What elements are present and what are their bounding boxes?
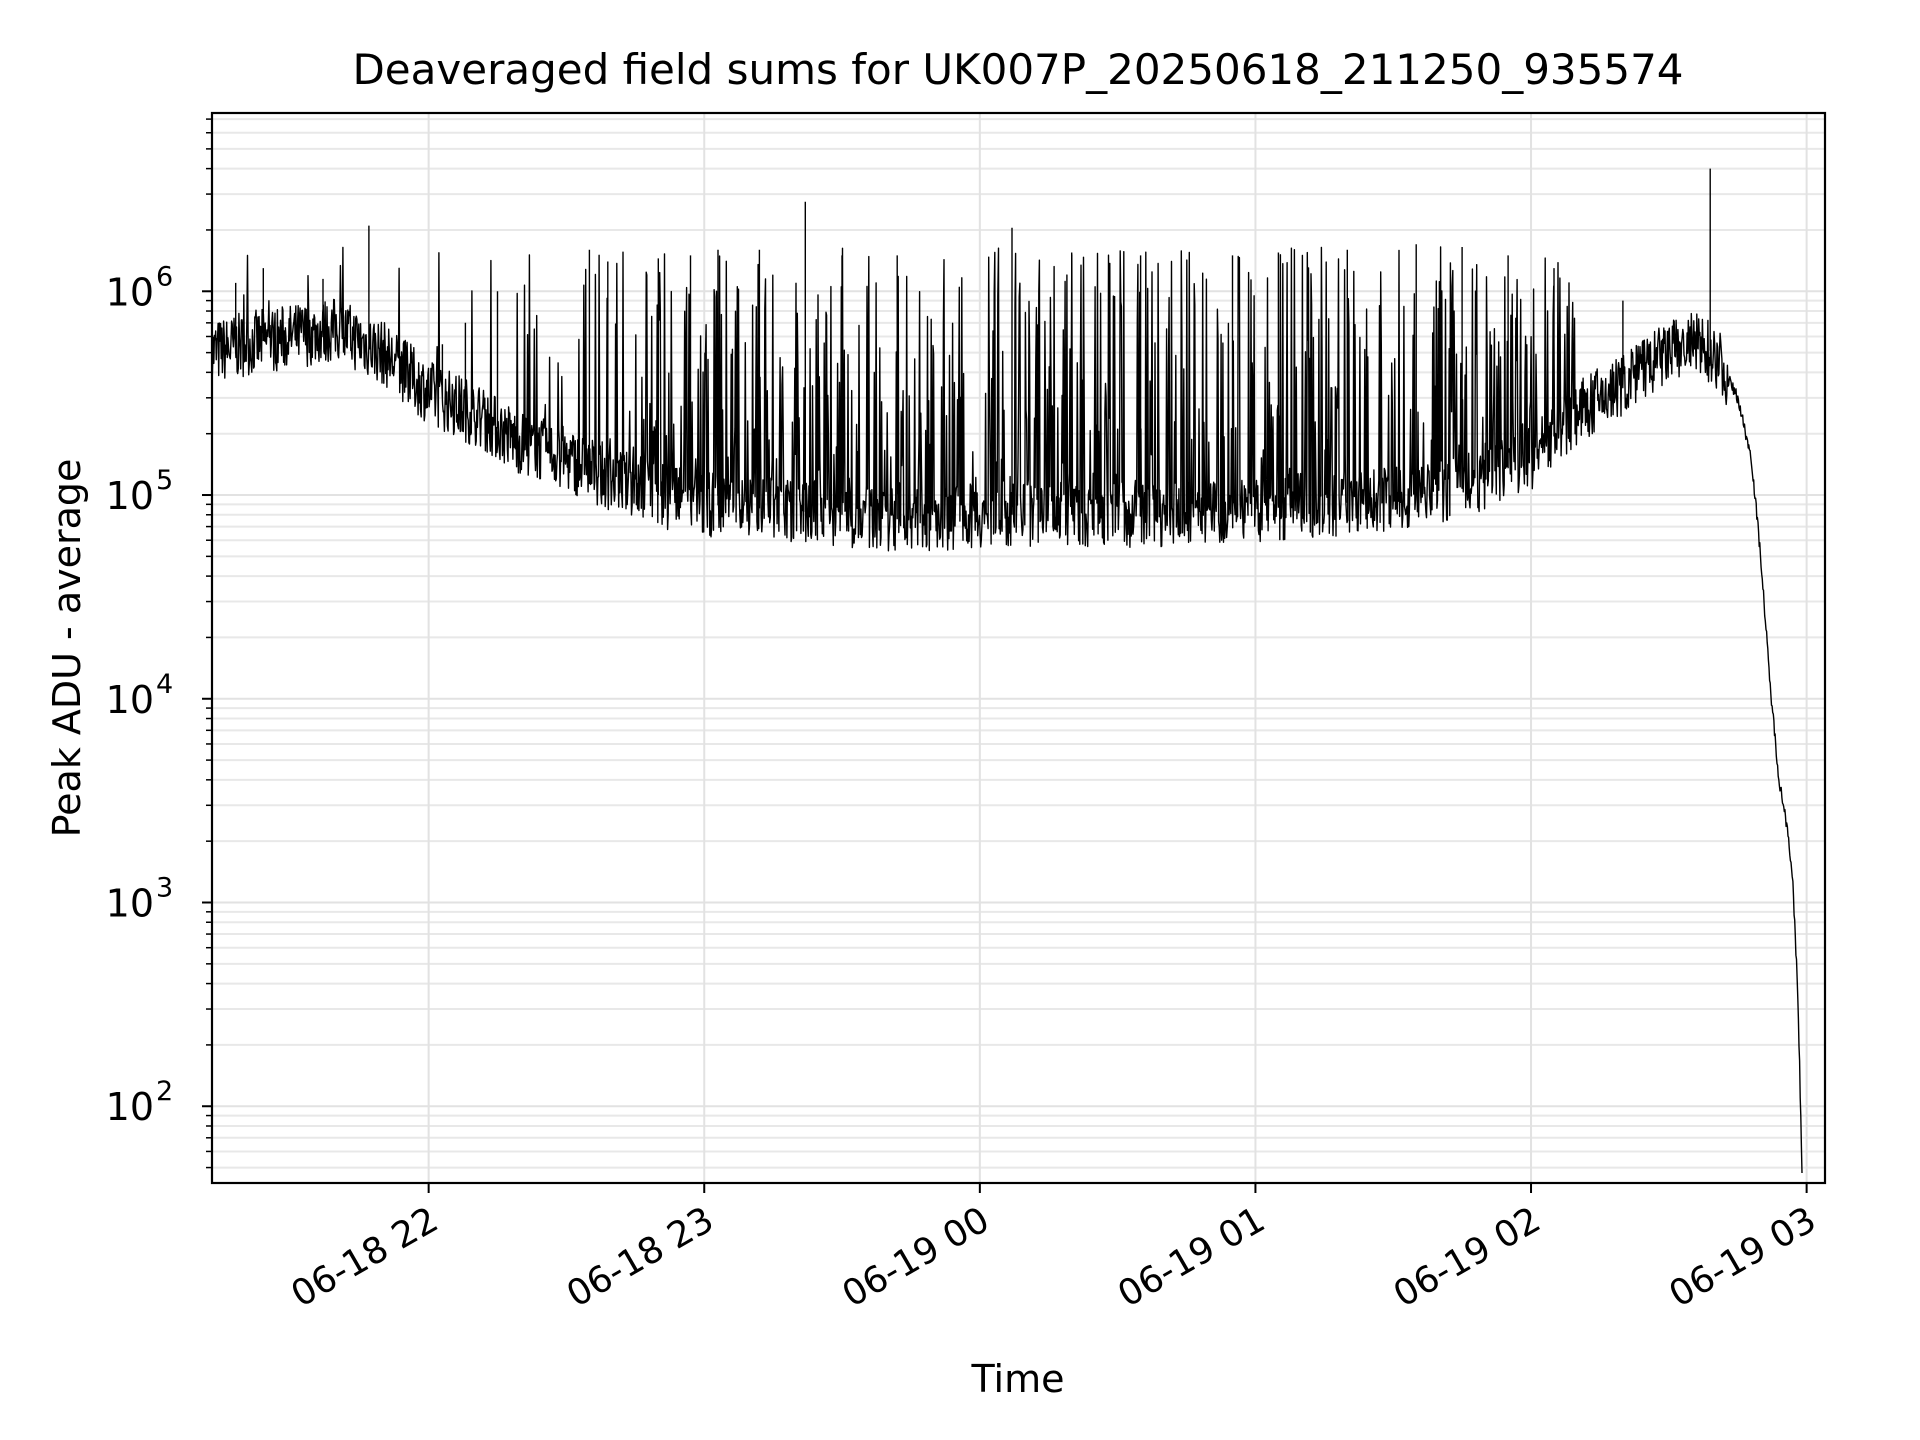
y-tick-label: 10	[106, 474, 154, 518]
chart-title: Deaveraged field sums for UK007P_2025061…	[352, 45, 1683, 94]
y-tick-label: 10	[106, 1085, 154, 1129]
y-tick-exponent: 2	[156, 1076, 173, 1107]
y-tick-label: 10	[106, 678, 154, 722]
y-tick-exponent: 4	[156, 669, 173, 700]
y-tick-label: 10	[106, 270, 154, 314]
series-line	[211, 168, 1803, 1174]
y-tick-exponent: 5	[156, 465, 173, 496]
y-axis-label: Peak ADU - average	[45, 459, 89, 838]
y-tick-label: 10	[106, 882, 154, 926]
series-line-group	[211, 168, 1803, 1174]
y-tick-exponent: 6	[156, 261, 173, 292]
x-axis-label: Time	[971, 1357, 1065, 1401]
grid-lines	[212, 113, 1825, 1183]
y-tick-exponent: 3	[156, 873, 173, 904]
plot-frame	[210, 111, 1827, 1185]
